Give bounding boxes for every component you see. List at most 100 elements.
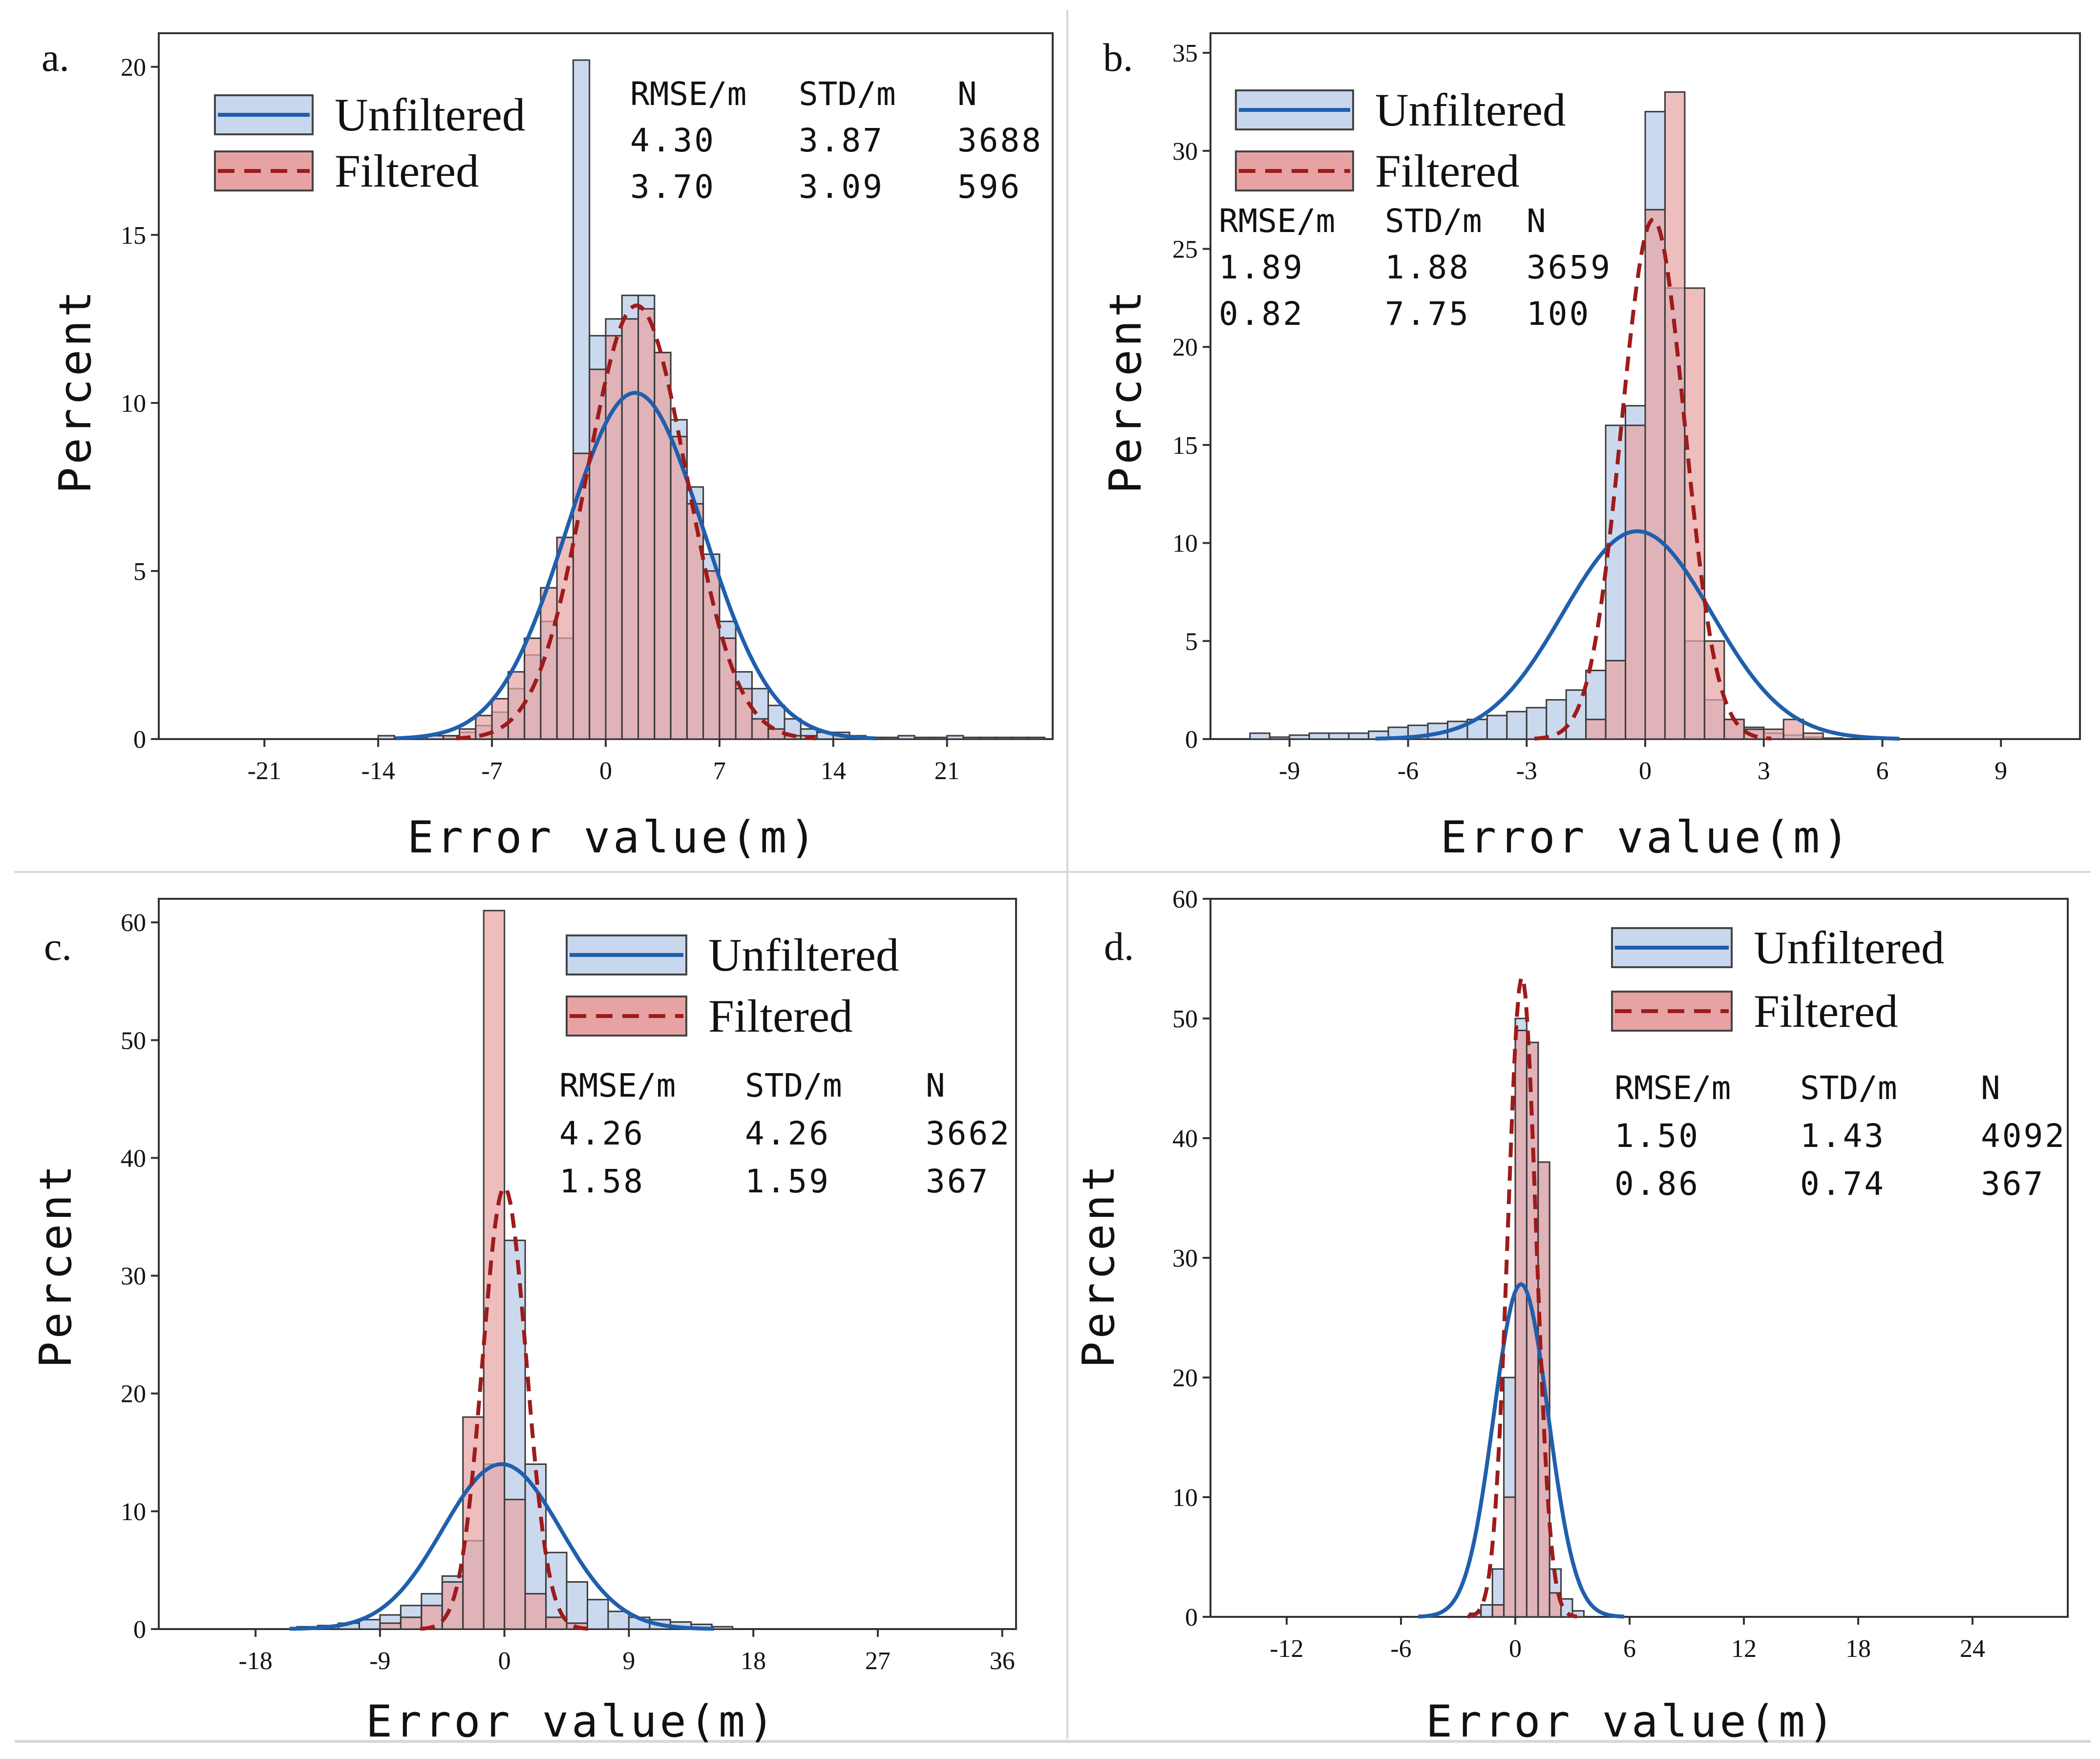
x-tick-label: 14: [821, 757, 846, 785]
x-axis-title: Error value(m): [407, 812, 819, 863]
filtered-legend-label: Filtered: [1375, 145, 1519, 197]
stats-cell: 0.86: [1614, 1165, 1700, 1203]
unfiltered-bar: [1526, 707, 1548, 740]
filtered-bar: [400, 1616, 423, 1630]
x-tick-label: 9: [622, 1647, 635, 1675]
unfiltered-bar: [946, 735, 964, 740]
panel-label: a.: [42, 35, 69, 80]
unfiltered-density-curve: [1418, 1282, 1624, 1619]
unfiltered-bar: [1027, 737, 1045, 740]
panel-label: d.: [1104, 924, 1134, 969]
x-tick-label: 9: [1994, 757, 2007, 785]
unfiltered-density-curve: [289, 1462, 714, 1631]
stats-cell: 367: [1981, 1165, 2045, 1203]
stats-cell: 1.88: [1385, 249, 1470, 286]
unfiltered-bar: [607, 1611, 630, 1630]
y-tick-label: 0: [133, 1616, 146, 1644]
x-tick-label: -6: [1398, 757, 1419, 785]
unfiltered-legend-label: Unfiltered: [708, 929, 899, 981]
y-tick-label: 5: [1185, 628, 1198, 656]
y-tick-label: 40: [121, 1144, 146, 1172]
panel-label: c.: [44, 924, 72, 969]
filtered-bar: [637, 308, 656, 740]
unfiltered-bar: [1546, 699, 1567, 740]
stats-table: RMSE/m STD/m N 1.89 1.88 3659 0.82 7.75 100: [1219, 202, 1610, 333]
x-tick-label: 6: [1623, 1635, 1636, 1663]
filtered-bar: [441, 1581, 464, 1630]
y-tick-label: 0: [1185, 1604, 1198, 1632]
y-tick-label: 35: [1172, 40, 1198, 67]
stats-cell: 1.58: [559, 1163, 645, 1200]
y-tick-label: 40: [1172, 1125, 1198, 1153]
stats-table: RMSE/m STD/m N 4.30 3.87 3688 3.70 3.09 596: [630, 75, 1041, 206]
stats-cell: 100: [1527, 295, 1591, 333]
stats-cell: 3662: [926, 1115, 1011, 1152]
y-tick-label: 25: [1172, 236, 1198, 264]
x-tick-label: 24: [1960, 1635, 1985, 1663]
unfiltered-bar: [930, 737, 948, 740]
stats-cell: 4.26: [745, 1115, 830, 1152]
x-tick-label: 21: [934, 757, 960, 785]
x-tick-label: -12: [1270, 1635, 1303, 1663]
x-tick-label: 3: [1758, 757, 1770, 785]
filtered-bar: [1625, 424, 1646, 740]
filtered-bar: [556, 536, 574, 740]
filtered-legend-label: Filtered: [708, 990, 852, 1042]
filtered-bar: [1684, 287, 1705, 740]
stats-cell: 4.26: [559, 1115, 645, 1152]
unfiltered-bar: [978, 737, 997, 740]
filtered-bar: [483, 910, 506, 1630]
unfiltered-bar: [1486, 715, 1508, 740]
y-tick-label: 60: [121, 909, 146, 937]
filtered-legend-label: Filtered: [1754, 985, 1898, 1037]
unfiltered-bar: [1308, 732, 1330, 740]
stats-cell: 1.59: [745, 1163, 830, 1200]
filtered-bar: [605, 335, 623, 740]
x-tick-label: -21: [248, 757, 281, 785]
filtered-bar: [670, 436, 688, 740]
unfiltered-bar: [711, 1626, 734, 1630]
x-tick-label: 0: [599, 757, 612, 785]
stats-table: RMSE/m STD/m N 1.50 1.43 4092 0.86 0.74 367: [1614, 1069, 2064, 1203]
filtered-bar: [735, 688, 753, 740]
unfiltered-bar: [1822, 737, 1844, 740]
unfiltered-bar: [1328, 732, 1350, 740]
x-tick-label: 0: [1639, 757, 1652, 785]
y-tick-label: 60: [1172, 886, 1198, 913]
unfiltered-legend-label: Unfiltered: [1754, 922, 1944, 974]
filtered-bar: [1664, 91, 1686, 740]
unfiltered-bar: [897, 735, 915, 740]
filtered-legend-label: Filtered: [335, 145, 479, 197]
y-tick-label: 20: [1172, 334, 1198, 361]
legend: Unfiltered Filtered: [1235, 84, 1566, 197]
y-tick-label: 5: [133, 558, 146, 586]
x-tick-label: 0: [498, 1647, 511, 1675]
unfiltered-bar: [1269, 736, 1291, 740]
stats-header: RMSE/m: [630, 75, 746, 113]
y-tick-label: 20: [1172, 1364, 1198, 1392]
stats-header: N: [1981, 1069, 2000, 1107]
y-axis-title: Percent: [1100, 288, 1151, 493]
filtered-bar: [1782, 719, 1804, 740]
y-tick-label: 30: [1172, 1245, 1198, 1272]
x-tick-label: -9: [369, 1647, 390, 1675]
filtered-density-curve: [420, 1185, 590, 1631]
unfiltered-bar: [881, 737, 899, 740]
unfiltered-bar: [995, 737, 1013, 740]
stats-cell: 3.87: [799, 122, 884, 159]
y-axis-title: Percent: [30, 1162, 82, 1368]
unfiltered-bar: [377, 735, 395, 740]
y-tick-label: 20: [121, 1380, 146, 1408]
y-axis-title: Percent: [1073, 1162, 1124, 1368]
x-tick-label: -9: [1279, 757, 1300, 785]
unfiltered-bar: [1506, 711, 1527, 740]
chart-panel-d: 0 10 20 30 40 50 60 -12 -6 0 6 12 18 24 d. Error value(…: [1073, 886, 2069, 1747]
unfiltered-legend-label: Unfiltered: [1375, 84, 1566, 136]
stats-table: RMSE/m STD/m N 4.26 4.26 3662 1.58 1.59 367: [559, 1067, 1011, 1200]
y-axis-title: Percent: [50, 288, 101, 493]
chart-panel-a: 0 5 10 15 20 -21 -14 -7 0 7 14 21 a. Error value(m) Pe…: [42, 32, 1054, 863]
chart-panel-c: 0 10 20 30 40 50 60 -18 -9 0 9 18 27 36 c. Error value(…: [30, 898, 1017, 1747]
unfiltered-bar: [962, 737, 980, 740]
